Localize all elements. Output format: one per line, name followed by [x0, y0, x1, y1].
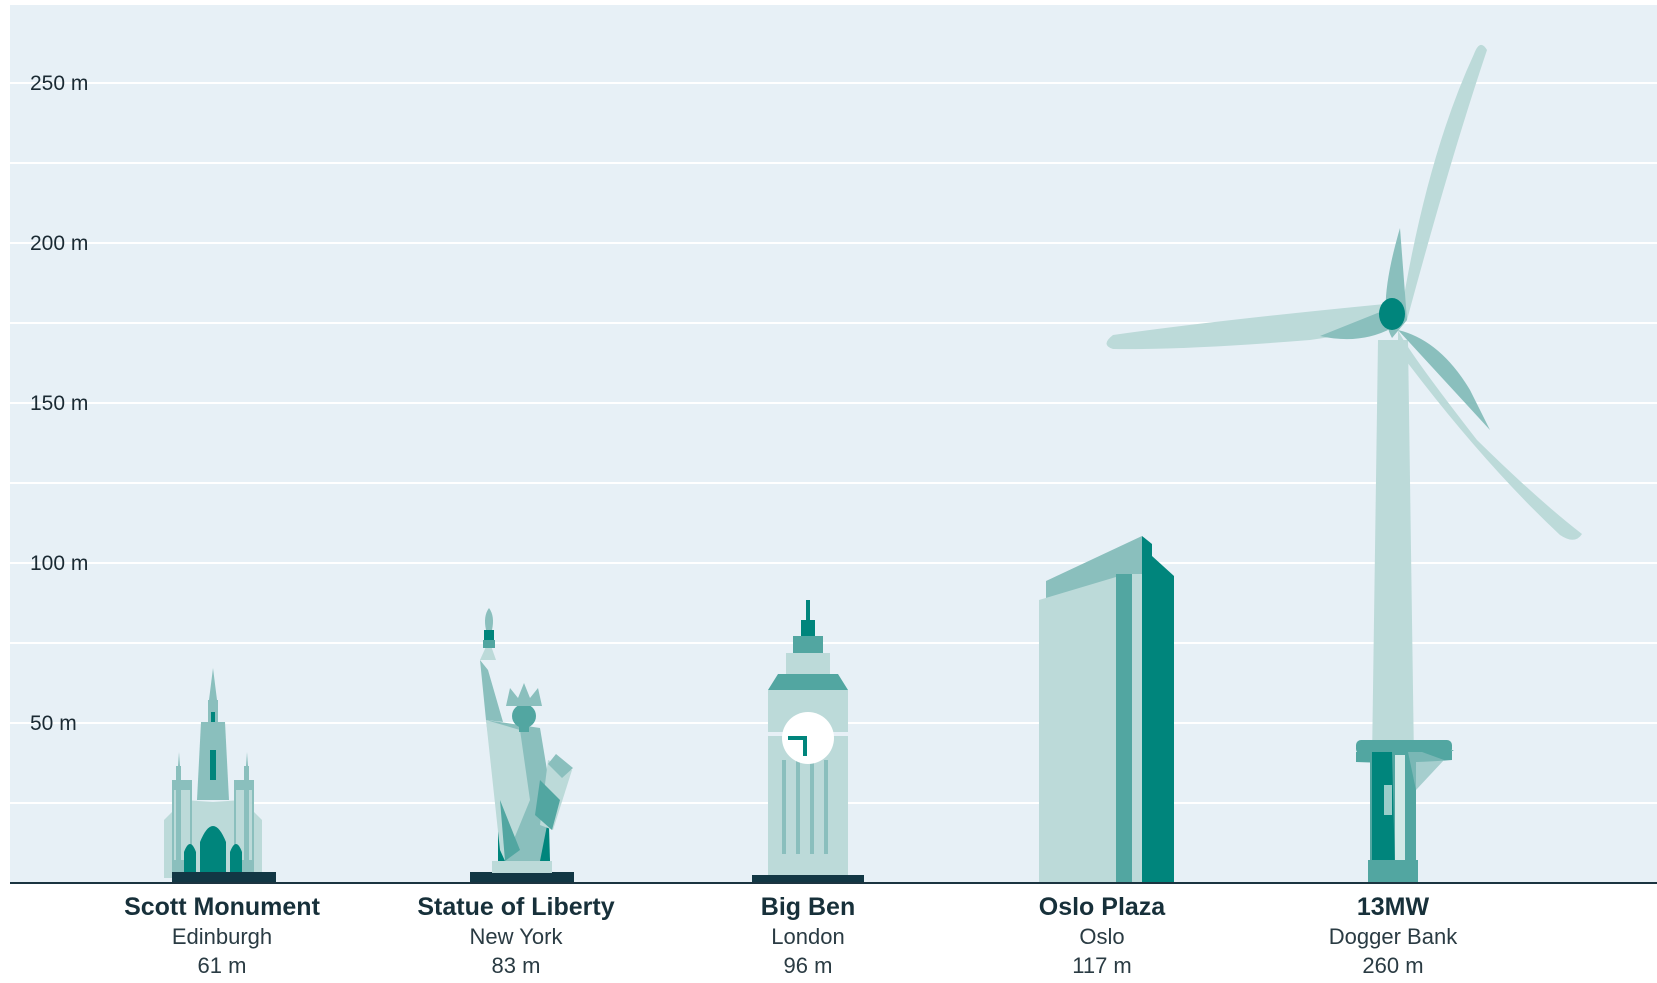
y-tick-label: 50 m — [30, 712, 77, 735]
category-label-group: Scott Monument Edinburgh 61 m — [124, 893, 320, 978]
wind-turbine-icon — [1106, 44, 1582, 883]
category-name: Statue of Liberty — [417, 893, 614, 921]
category-height-label: 61 m — [198, 953, 247, 978]
y-tick-label: 100 m — [30, 552, 88, 575]
category-height-label: 117 m — [1072, 953, 1132, 978]
category-label-group: 13MW Dogger Bank 260 m — [1329, 893, 1458, 978]
category-location: Edinburgh — [172, 924, 272, 949]
category-name: Scott Monument — [124, 893, 320, 921]
y-tick-label: 250 m — [30, 72, 88, 95]
category-name: Oslo Plaza — [1039, 893, 1167, 921]
category-label-group: Big Ben London 96 m — [761, 893, 855, 978]
y-tick-label: 200 m — [30, 232, 88, 255]
category-location: New York — [470, 924, 564, 949]
scott-monument-icon — [164, 668, 276, 883]
statue-of-liberty-icon — [470, 608, 574, 883]
category-name: Big Ben — [761, 893, 855, 921]
category-label-group: Statue of Liberty New York 83 m — [417, 893, 614, 978]
category-location: London — [771, 924, 844, 949]
category-label-group: Oslo Plaza Oslo 117 m — [1039, 893, 1167, 978]
y-tick-label: 150 m — [30, 392, 88, 415]
y-axis-ticks: 50 m 100 m 150 m 200 m 250 m — [30, 72, 88, 735]
big-ben-icon — [752, 600, 864, 883]
category-name: 13MW — [1357, 893, 1430, 921]
category-location: Oslo — [1079, 924, 1124, 949]
category-labels: Scott Monument Edinburgh 61 m Statue of Lib… — [124, 893, 1458, 978]
category-height-label: 83 m — [492, 953, 541, 978]
category-height-label: 96 m — [784, 953, 833, 978]
category-location: Dogger Bank — [1329, 924, 1458, 949]
oslo-plaza-icon — [1039, 536, 1174, 883]
category-height-label: 260 m — [1362, 953, 1423, 978]
